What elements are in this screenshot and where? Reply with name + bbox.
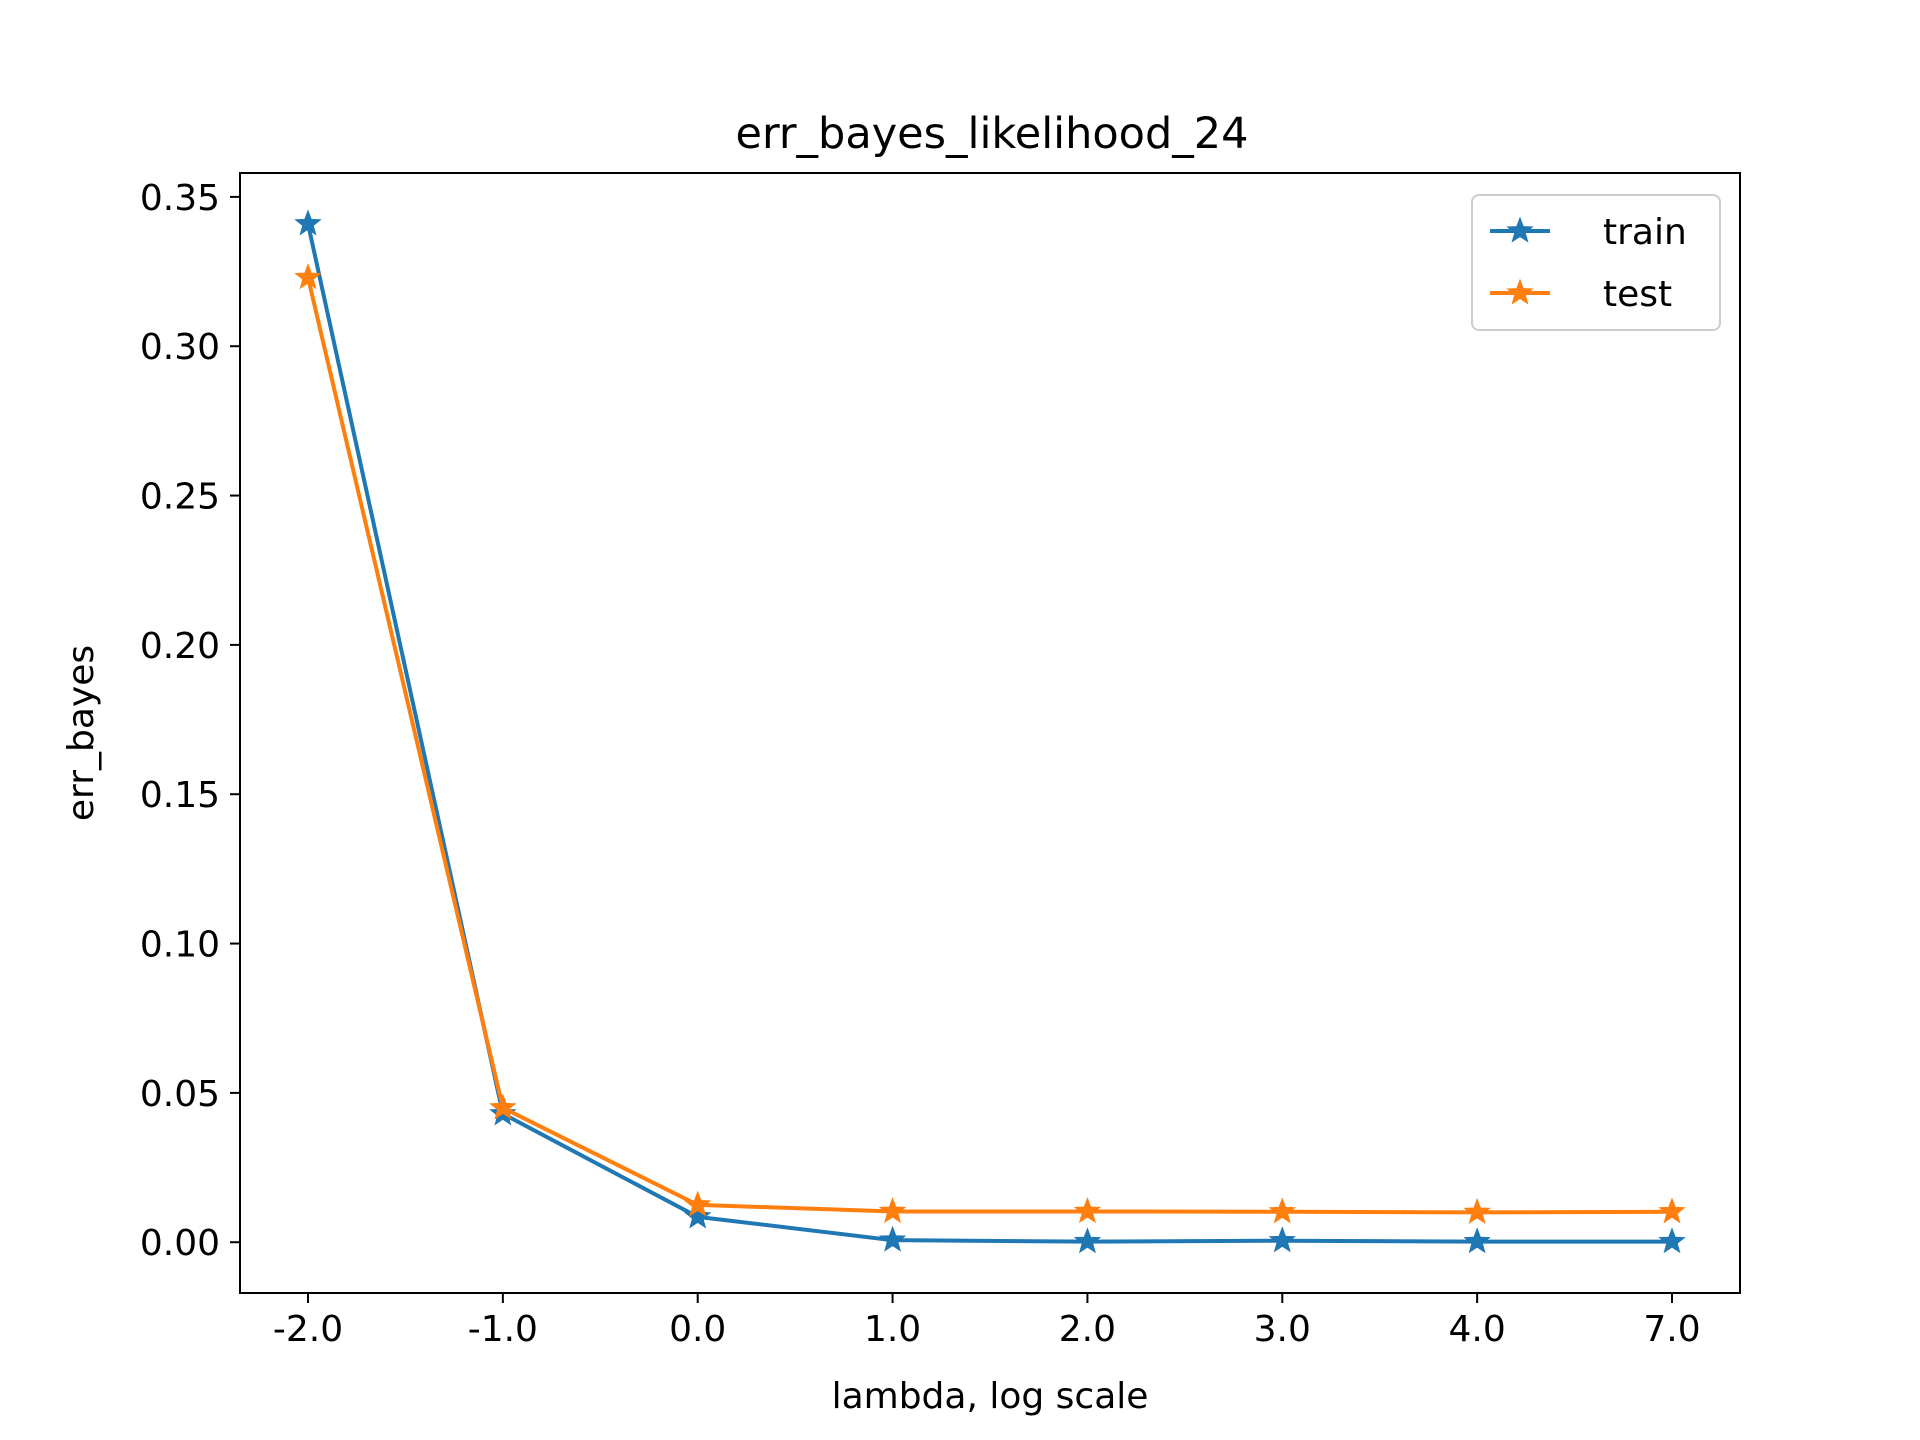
x-tick-label: 4.0 xyxy=(1449,1309,1506,1350)
series-layer xyxy=(294,209,1686,1254)
y-tick-label: 0.10 xyxy=(140,925,220,966)
y-axis: 0.00 0.05 0.10 0.15 0.20 0.25 0.30 0.35 xyxy=(140,178,240,1264)
y-tick-label: 0.20 xyxy=(140,626,220,667)
data-point-train xyxy=(1073,1227,1102,1254)
legend: train test xyxy=(1471,194,1721,331)
legend-label-train: train xyxy=(1603,212,1687,253)
chart-title: err_bayes_likelihood_24 xyxy=(736,109,1249,159)
y-tick-label: 0.05 xyxy=(140,1074,220,1115)
data-point-test xyxy=(294,263,322,290)
plot-area xyxy=(240,173,1740,1293)
x-tick-label: 3.0 xyxy=(1254,1309,1311,1350)
legend-box xyxy=(1471,194,1721,331)
series-line-train xyxy=(306,223,1672,1244)
x-tick-label: -1.0 xyxy=(468,1309,538,1350)
data-point-train xyxy=(1268,1226,1297,1253)
x-tick-label: 7.0 xyxy=(1643,1309,1700,1350)
x-axis: -2.0 -1.0 0.0 1.0 2.0 3.0 4.0 7.0 xyxy=(273,1293,1701,1350)
x-axis-label: lambda, log scale xyxy=(832,1376,1149,1417)
plot-frame xyxy=(239,172,1741,1294)
data-point-train xyxy=(294,209,322,236)
data-point-train xyxy=(683,1202,712,1229)
y-tick-label: 0.30 xyxy=(140,327,220,368)
y-tick-label: 0.25 xyxy=(140,477,220,518)
data-point-test xyxy=(1463,1197,1491,1225)
series-test xyxy=(294,263,1686,1225)
x-tick-label: -2.0 xyxy=(273,1309,343,1350)
legend-marker-test xyxy=(1506,278,1534,305)
data-point-test xyxy=(1268,1197,1297,1224)
data-point-test xyxy=(1658,1197,1686,1224)
data-point-train xyxy=(1463,1227,1491,1254)
data-point-test xyxy=(1073,1197,1102,1224)
series-line-test xyxy=(306,277,1673,1215)
legend-marker-train xyxy=(1506,216,1534,243)
x-tick-label: 0.0 xyxy=(669,1309,726,1350)
data-point-test xyxy=(878,1197,907,1224)
x-tick-label: 1.0 xyxy=(864,1309,921,1350)
y-tick-label: 0.35 xyxy=(140,178,220,219)
legend-label-test: test xyxy=(1603,274,1672,315)
data-point-train xyxy=(878,1225,907,1252)
data-point-test xyxy=(489,1093,517,1120)
y-tick-label: 0.00 xyxy=(140,1223,220,1264)
x-tick-label: 2.0 xyxy=(1059,1309,1116,1350)
data-point-test xyxy=(683,1190,712,1217)
data-point-train xyxy=(1658,1227,1686,1254)
y-tick-label: 0.15 xyxy=(140,775,220,816)
y-axis-label: err_bayes xyxy=(61,645,102,821)
